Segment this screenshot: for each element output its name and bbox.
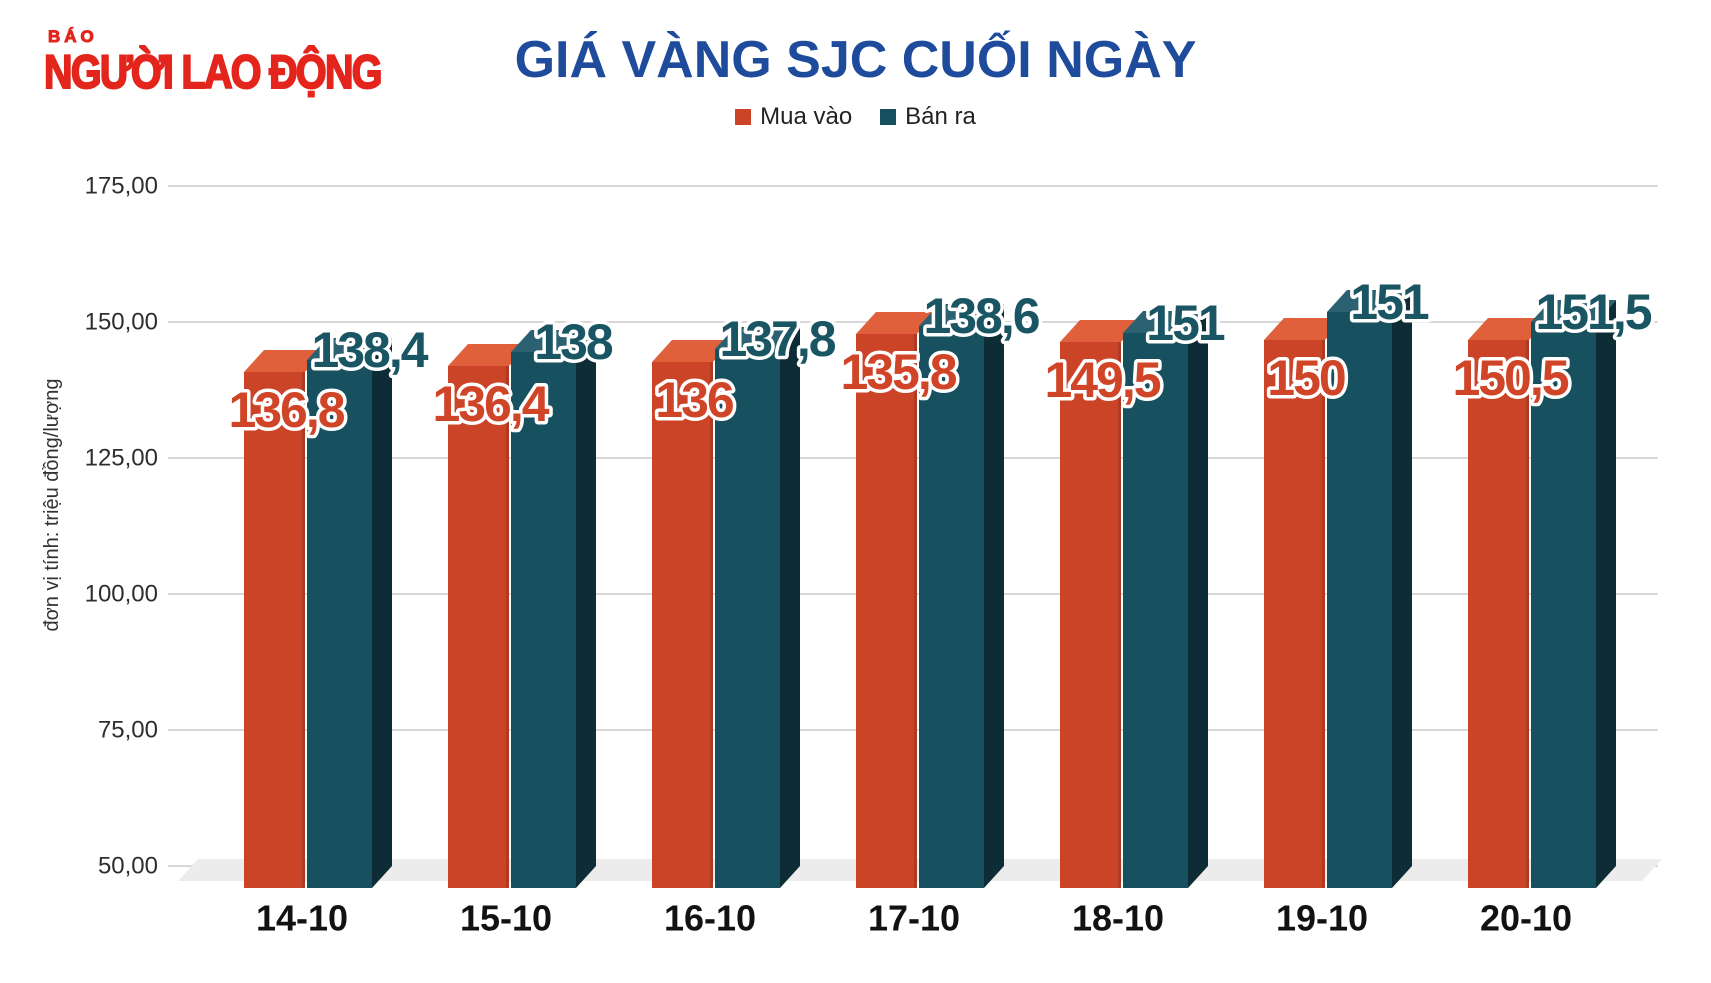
bar-edge-shade <box>1118 342 1121 888</box>
newspaper-logo: BÁO NGƯỜI LAO ĐỘNG <box>43 27 445 98</box>
y-axis-unit-label: đơn vị tính: triệu đồng/lượng <box>41 378 63 631</box>
bar-top-face <box>919 304 1004 326</box>
bar-edge-shade <box>1322 340 1325 888</box>
bar-side-face <box>576 330 596 888</box>
bar-top-face <box>448 344 529 366</box>
bar-value-label-buy: 136,4 <box>432 376 549 432</box>
x-axis-label: 20-10 <box>1480 898 1572 939</box>
bar-sell-19-10 <box>1327 312 1392 888</box>
bar-buy-15-10 <box>448 366 509 888</box>
y-axis-tick: 100,00 <box>85 581 158 608</box>
legend-item-sell: Bán ra <box>880 103 976 131</box>
bar-buy-17-10 <box>856 334 917 888</box>
bar-top-face <box>307 338 392 360</box>
bar-top-face <box>652 340 733 362</box>
x-axis-label: 14-10 <box>256 898 348 939</box>
bar-top-face <box>1060 320 1141 342</box>
bar-sell-15-10 <box>511 352 576 888</box>
bar-top-face <box>715 327 800 349</box>
legend-item-buy: Mua vào <box>735 103 852 131</box>
bar-value-label-sell: 138,6 <box>923 288 1038 344</box>
bar-edge-shade <box>914 334 917 888</box>
bar-value-label-sell: 137,8 <box>719 311 835 367</box>
bar-side-face <box>780 327 800 888</box>
logo-nguoi-lao-dong-text: NGƯỜI LAO ĐỘNG <box>43 45 383 98</box>
bar-top-face <box>244 350 325 372</box>
bar-sell-18-10 <box>1123 333 1188 888</box>
x-axis-label: 19-10 <box>1276 898 1368 939</box>
logo-bao-text: BÁO <box>48 27 98 46</box>
x-axis-label: 18-10 <box>1072 898 1164 939</box>
bar-side-face <box>984 304 1004 888</box>
y-axis-tick: 125,00 <box>85 445 158 472</box>
bar-value-label-sell: 138,4 <box>311 322 428 378</box>
bar-top-face <box>1531 300 1616 322</box>
bar-side-face <box>1188 311 1208 888</box>
bar-value-label-buy: 136,8 <box>228 382 344 438</box>
bar-buy-19-10 <box>1264 340 1325 888</box>
y-axis-tick: 175,00 <box>85 173 158 200</box>
bar-sell-20-10 <box>1531 322 1596 888</box>
bar-top-face <box>1327 290 1412 312</box>
bar-value-label-buy: 135,8 <box>840 344 956 400</box>
chart-title: GIÁ VÀNG SJC CUỐI NGÀY <box>514 31 1197 89</box>
x-axis-label: 16-10 <box>664 898 756 939</box>
x-axis-label: 15-10 <box>460 898 552 939</box>
bar-value-label-buy: 150,5 <box>1452 350 1568 406</box>
bar-buy-18-10 <box>1060 342 1121 888</box>
bar-value-label-buy: 149,5 <box>1044 352 1160 408</box>
bar-value-label-sell: 151 <box>1146 295 1225 351</box>
bar-buy-16-10 <box>652 362 713 888</box>
y-axis-tick: 50,00 <box>98 853 158 880</box>
bar-side-face <box>1596 300 1616 888</box>
bar-edge-shade <box>506 366 509 888</box>
bar-side-face <box>1392 290 1412 888</box>
bar-edge-shade <box>1526 340 1529 888</box>
bar-top-face <box>511 330 596 352</box>
y-axis-tick: 75,00 <box>98 717 158 744</box>
bar-sell-14-10 <box>307 360 372 888</box>
bar-sell-17-10 <box>919 326 984 888</box>
bar-value-label-buy: 136 <box>655 372 733 428</box>
bar-side-face <box>372 338 392 888</box>
legend-swatch-sell-icon <box>880 109 897 125</box>
bar-top-face <box>1468 318 1549 340</box>
chart-legend: Mua vào Bán ra <box>0 103 1711 131</box>
bar-value-label-sell: 151,5 <box>1535 284 1651 340</box>
bar-top-face <box>856 312 937 334</box>
bar-top-face <box>1264 318 1345 340</box>
bar-sell-16-10 <box>715 349 780 888</box>
bar-edge-shade <box>710 362 713 888</box>
y-axis-tick: 150,00 <box>85 309 158 336</box>
bar-buy-14-10 <box>244 372 305 888</box>
bar-value-label-buy: 150 <box>1267 350 1345 406</box>
legend-label-sell: Bán ra <box>905 103 976 130</box>
bar-value-label-sell: 138 <box>534 314 613 370</box>
legend-swatch-buy-icon <box>735 109 752 125</box>
bar-value-label-sell: 151 <box>1350 274 1429 330</box>
bar-top-face <box>1123 311 1208 333</box>
bar-edge-shade <box>302 372 305 888</box>
legend-label-buy: Mua vào <box>760 103 853 130</box>
x-axis-label: 17-10 <box>868 898 960 939</box>
bar-buy-20-10 <box>1468 340 1529 888</box>
